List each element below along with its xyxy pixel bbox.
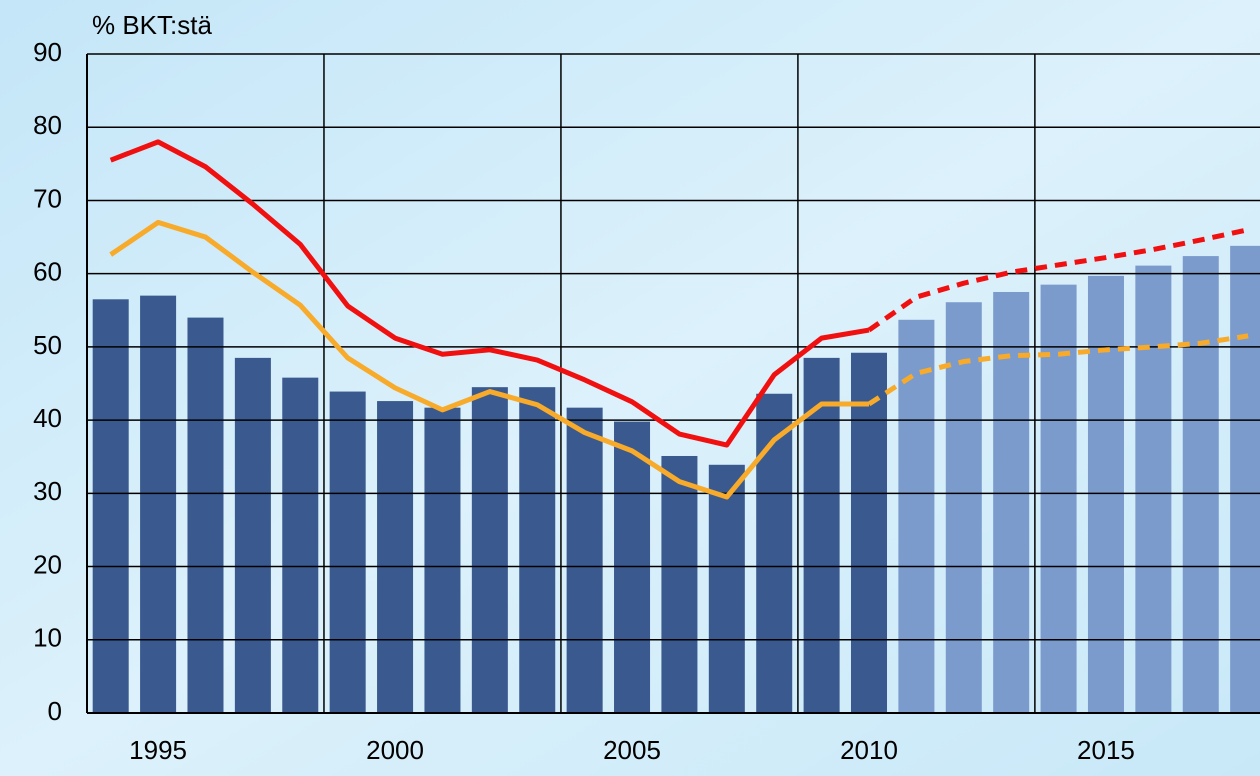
forecast-line [867, 333, 1249, 407]
y-tick-label: 30 [33, 476, 62, 506]
x-tick-label: 2005 [603, 735, 661, 765]
y-tick-label: 50 [33, 330, 62, 360]
bar [471, 387, 508, 713]
line [109, 139, 870, 448]
bar [424, 407, 461, 713]
x-tick-label: 2010 [840, 735, 898, 765]
y-tick-label: 70 [33, 183, 62, 213]
bar [1230, 245, 1260, 713]
x-tick-label: 2000 [366, 735, 424, 765]
y-tick-label: 40 [33, 403, 62, 433]
bar [1040, 284, 1077, 713]
x-tick-label: 2015 [1077, 735, 1135, 765]
bar [1087, 275, 1124, 713]
bar [803, 357, 840, 713]
bar [282, 377, 319, 713]
bar [92, 299, 129, 713]
y-axis-label: % BKT:stä [92, 10, 212, 40]
bar [993, 291, 1030, 713]
bar [850, 352, 888, 713]
bar [187, 317, 224, 713]
y-tick-label: 10 [33, 623, 62, 653]
y-tick-label: 60 [33, 257, 62, 287]
y-tick-label: 0 [48, 696, 62, 726]
y-tick-label: 80 [33, 110, 62, 140]
y-tick-label: 20 [33, 549, 62, 579]
bar [140, 295, 177, 713]
bar [329, 391, 366, 713]
bar [898, 319, 935, 713]
bar [756, 393, 793, 713]
line [109, 219, 869, 500]
bar [377, 401, 414, 713]
x-tick-label: 1995 [129, 735, 187, 765]
bar [1135, 265, 1172, 713]
plot-area [86, 53, 1260, 714]
bar [661, 455, 698, 713]
bar [708, 464, 745, 713]
bar [234, 357, 271, 713]
bar [1182, 256, 1219, 713]
bar [945, 302, 982, 713]
bar [519, 387, 556, 713]
forecast-line [867, 227, 1249, 333]
y-tick-label: 90 [33, 37, 62, 67]
bar [566, 407, 603, 713]
